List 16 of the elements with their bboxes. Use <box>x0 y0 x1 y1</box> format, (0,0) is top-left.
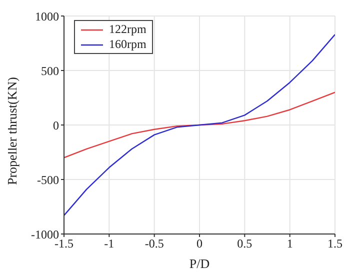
line-series <box>64 34 335 216</box>
legend-label: 160rpm <box>109 37 146 52</box>
y-tick-label: 500 <box>41 64 59 78</box>
y-tick-label: -500 <box>37 172 59 187</box>
y-tick-label: 1000 <box>35 9 59 24</box>
y-tick-label: 0 <box>53 118 59 132</box>
line-series <box>64 92 335 158</box>
y-tick-label: -1000 <box>31 227 59 242</box>
x-tick-label: 1.5 <box>328 236 342 251</box>
legend-label: 122rpm <box>109 22 146 37</box>
x-tick-label: -0.5 <box>144 236 164 251</box>
x-tick-label: 0.5 <box>237 236 252 251</box>
x-tick-label: 1 <box>286 236 293 251</box>
x-axis-title: P/D <box>189 256 210 271</box>
x-tick-label: -1 <box>104 236 114 251</box>
x-tick-label: 0 <box>196 236 202 251</box>
